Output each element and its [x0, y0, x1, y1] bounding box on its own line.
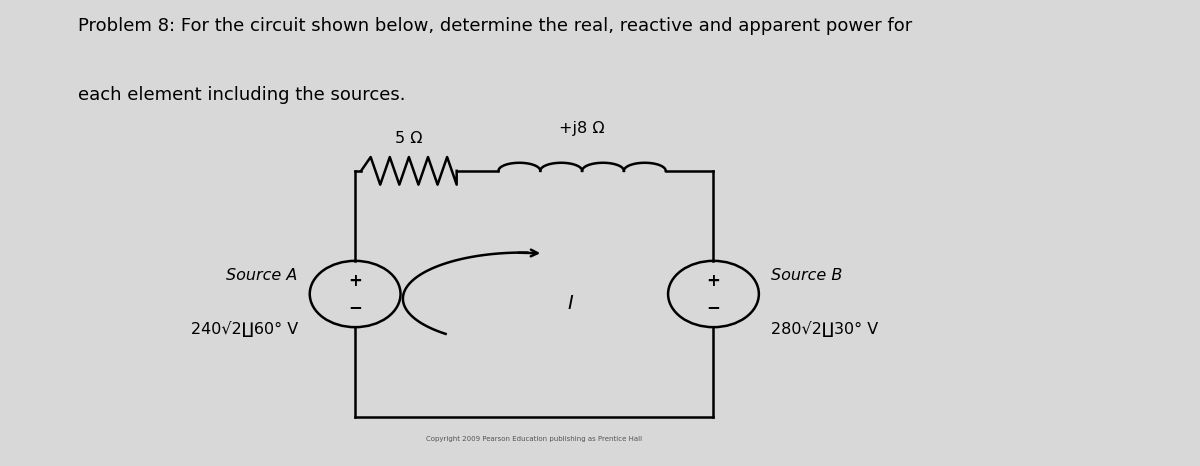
Text: Problem 8: For the circuit shown below, determine the real, reactive and apparen: Problem 8: For the circuit shown below, …	[78, 17, 912, 34]
Text: each element including the sources.: each element including the sources.	[78, 86, 406, 103]
Text: +j8 Ω: +j8 Ω	[559, 121, 605, 137]
Text: Source A: Source A	[227, 268, 298, 283]
Text: +: +	[348, 273, 362, 290]
Text: +: +	[707, 273, 720, 290]
Text: 5 Ω: 5 Ω	[395, 130, 422, 145]
Text: I: I	[568, 294, 574, 313]
Text: 280√2∐30° V: 280√2∐30° V	[770, 321, 878, 336]
Text: −: −	[348, 298, 362, 315]
Text: Source B: Source B	[770, 268, 842, 283]
Text: −: −	[707, 298, 720, 315]
Text: Copyright 2009 Pearson Education publishing as Prentice Hall: Copyright 2009 Pearson Education publish…	[426, 436, 642, 442]
Text: 240√2∐60° V: 240√2∐60° V	[191, 321, 298, 336]
